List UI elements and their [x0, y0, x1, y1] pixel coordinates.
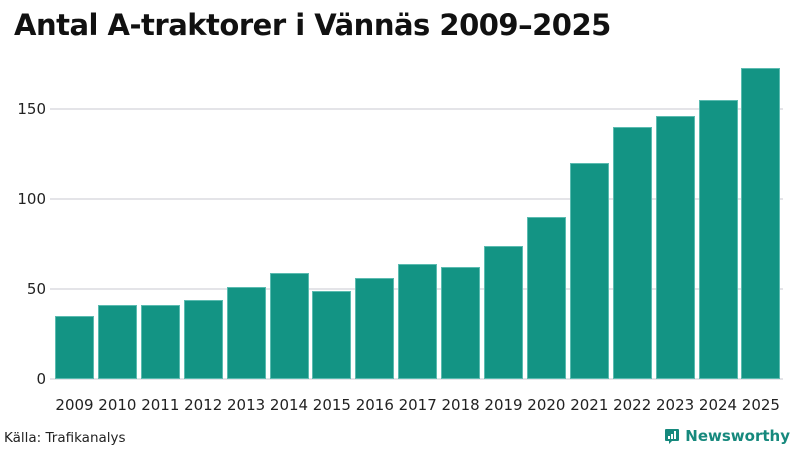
x-axis-tick-label: 2020	[527, 396, 566, 414]
bar-2024	[698, 100, 738, 379]
bar-2010	[97, 305, 137, 379]
x-axis-tick-label: 2024	[698, 396, 738, 414]
gridline	[50, 378, 783, 380]
x-axis-tick-label: 2025	[741, 396, 780, 414]
x-axis-tick-label: 2023	[656, 396, 695, 414]
gridline	[50, 198, 783, 200]
gridline	[50, 108, 783, 110]
bar-2015	[312, 290, 352, 379]
x-axis-tick-label: 2010	[98, 396, 137, 414]
bar-2017	[398, 263, 438, 379]
x-axis-tick-label: 2009	[55, 396, 94, 414]
bar-2012	[183, 299, 223, 379]
chart-title: Antal A-traktorer i Vännäs 2009–2025	[14, 8, 611, 42]
y-axis-tick-label: 100	[17, 190, 46, 208]
x-axis-tick-label: 2016	[355, 396, 394, 414]
bar-2020	[526, 217, 566, 379]
bar-2025	[741, 67, 781, 379]
bar-2019	[484, 245, 523, 379]
bar-2009	[55, 316, 94, 379]
x-axis-tick-label: 2012	[184, 396, 223, 414]
x-axis-tick-label: 2017	[398, 396, 437, 414]
x-axis-tick-label: 2013	[227, 396, 266, 414]
brand-name: Newsworthy	[685, 427, 790, 445]
newsworthy-logo: Newsworthy	[664, 427, 790, 445]
x-axis-tick-label: 2018	[441, 396, 480, 414]
x-axis-tick-label: 2015	[312, 396, 351, 414]
x-axis-tick-label: 2011	[141, 396, 180, 414]
y-axis-tick-label: 50	[26, 280, 46, 298]
bar-2022	[612, 127, 652, 379]
bar-2016	[355, 278, 395, 379]
bar-2023	[655, 116, 695, 379]
y-axis-tick-label: 0	[36, 370, 46, 388]
x-axis-tick-label: 2014	[269, 396, 309, 414]
chart-logo-icon	[665, 429, 680, 444]
x-axis-tick-label: 2019	[484, 396, 523, 414]
x-axis-tick-label: 2022	[613, 396, 652, 414]
bar-2018	[441, 267, 481, 379]
y-axis-tick-label: 150	[17, 100, 46, 118]
bar-2013	[226, 287, 266, 379]
x-axis-tick-label: 2021	[570, 396, 609, 414]
bar-2014	[269, 272, 309, 379]
bar-2021	[569, 163, 609, 379]
bar-2011	[140, 305, 180, 379]
source-note: Källa: Trafikanalys	[4, 430, 126, 446]
